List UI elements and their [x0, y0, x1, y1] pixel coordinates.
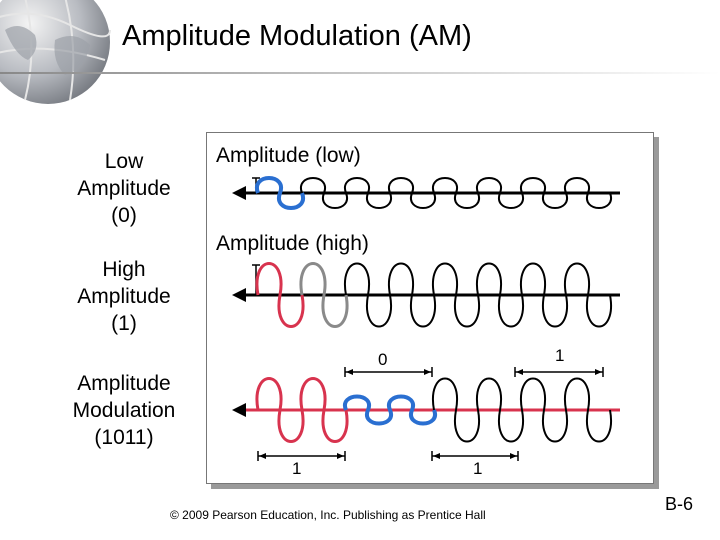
axis-high-arrow [232, 288, 246, 302]
low-wave-cycle-highlight [255, 176, 305, 210]
am-wave-cycle-blue [343, 394, 393, 426]
low-wave-cycle [299, 177, 349, 209]
low-amplitude-label-line2: Amplitude [77, 177, 171, 200]
high-wave-cycle [387, 262, 437, 328]
bit-span-one-bottom-left-arrow-right [337, 453, 344, 459]
caption-high-amplitude: Amplitude (high) [216, 232, 369, 255]
bit-label-zero: 0 [378, 350, 388, 369]
bit-span-one-bottom-left-arrow-left [259, 453, 266, 459]
high-amplitude-label-line3: (1) [111, 312, 137, 335]
axis-am-arrow [232, 403, 246, 417]
bit-label-one-top: 1 [555, 346, 565, 365]
am-wave-cycle [519, 377, 569, 443]
low-amplitude-label: Low Amplitude (0) [54, 148, 194, 229]
am-wave-cycle [563, 377, 613, 443]
bit-label-one-bottom-left: 1 [292, 459, 302, 478]
axis-low-arrow [232, 186, 246, 200]
bit-span-one-bottom-right-arrow-left [433, 453, 440, 459]
low-amplitude-label-line3: (0) [111, 204, 137, 227]
am-wave-cycle-red [255, 377, 305, 443]
high-wave-cycle-gray [299, 262, 349, 328]
globe-icon [0, 0, 111, 104]
bit-span-zero-arrow-left [346, 369, 353, 375]
bit-span-zero-arrow-right [424, 369, 431, 375]
bit-span-one-top-arrow-right [595, 369, 602, 375]
title-divider [0, 72, 720, 74]
low-wave-cycle [519, 177, 569, 209]
caption-low-amplitude: Amplitude (low) [216, 144, 361, 167]
low-wave-cycle [431, 177, 481, 209]
high-wave-cycle [343, 262, 393, 328]
high-amplitude-label-line1: High [102, 258, 146, 281]
high-amplitude-label-line2: Amplitude [77, 285, 171, 308]
copyright-notice: © 2009 Pearson Education, Inc. Publishin… [170, 508, 486, 522]
am-wave-cycle-blue [387, 394, 437, 426]
amplitude-modulation-label: Amplitude Modulation (1011) [54, 370, 194, 451]
high-amplitude-label: High Amplitude (1) [54, 256, 194, 337]
low-wave-cycle [343, 177, 393, 209]
high-wave-cycle [563, 262, 613, 328]
am-label-line2: Modulation [72, 399, 176, 422]
am-label-line1: Amplitude [77, 372, 171, 395]
high-wave-cycle-highlight [255, 262, 305, 328]
am-label-line3: (1011) [94, 426, 154, 449]
am-wave-cycle [475, 377, 525, 443]
bit-span-one-bottom-right-arrow-right [510, 453, 517, 459]
bit-span-one-top-arrow-left [516, 369, 523, 375]
low-wave-cycle [475, 177, 525, 209]
am-wave-cycle [431, 377, 481, 443]
low-wave-cycle [387, 177, 437, 209]
bit-label-one-bottom-right: 1 [473, 459, 483, 478]
high-wave-cycle [519, 262, 569, 328]
low-amplitude-label-line1: Low [104, 150, 144, 173]
am-wave-cycle-red [299, 377, 349, 443]
page-title: Amplitude Modulation (AM) [122, 20, 472, 52]
high-wave-cycle [431, 262, 481, 328]
low-wave-cycle [563, 177, 613, 209]
page-number: B-6 [665, 494, 694, 514]
high-wave-cycle [475, 262, 525, 328]
